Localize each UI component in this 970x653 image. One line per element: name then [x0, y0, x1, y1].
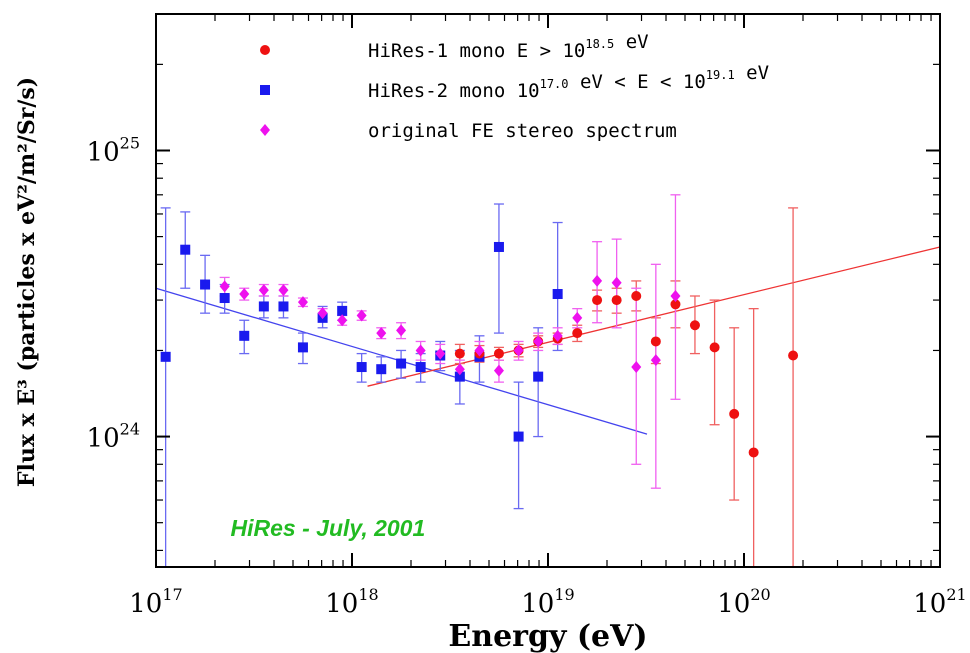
data-point-stereo: [670, 290, 681, 303]
legend-marker: [260, 45, 270, 55]
data-point-hires2: [396, 358, 407, 369]
data-point-stereo: [337, 314, 348, 327]
data-point-stereo: [533, 335, 544, 348]
x-tick-labels: 1017 1018 1019 1020 1021: [129, 585, 966, 619]
y-tick-label: 1024: [87, 420, 140, 454]
data-point-stereo: [552, 329, 563, 342]
y-tick-labels: 1024 1025: [87, 133, 140, 453]
data-point-stereo: [376, 327, 387, 340]
data-point-stereo: [219, 280, 230, 293]
data-point-hires1: [729, 408, 740, 419]
data-point-hires2: [258, 301, 269, 312]
data-point-hires1: [689, 320, 700, 331]
data-point-stereo: [356, 309, 367, 322]
data-point-hires1: [631, 291, 642, 302]
data-point-hires2: [219, 293, 230, 304]
data-point-hires2: [160, 351, 171, 362]
data-point-hires1: [650, 336, 661, 347]
legend-label: original FE stereo spectrum: [368, 120, 677, 142]
x-axis-label: Energy (eV): [448, 619, 647, 653]
data-markers: [160, 241, 799, 458]
data-point-hires2: [533, 371, 544, 382]
data-point-stereo: [396, 324, 407, 337]
data-point-hires1: [454, 348, 465, 359]
data-point-stereo: [592, 274, 603, 287]
data-point-hires2: [278, 301, 289, 312]
data-point-stereo: [493, 364, 504, 377]
data-point-stereo: [435, 347, 446, 360]
data-point-stereo: [474, 344, 485, 357]
data-point-hires1: [572, 328, 583, 339]
data-point-hires2: [239, 330, 250, 341]
legend-label: HiRes-1 mono E > 1018.5 eV: [368, 31, 649, 62]
data-point-hires1: [670, 299, 681, 310]
axes: [155, 13, 941, 568]
data-point-hires1: [611, 295, 622, 306]
x-tick-label: 1018: [325, 585, 378, 619]
data-point-hires1: [748, 447, 759, 458]
x-tick-label: 1020: [717, 585, 770, 619]
legend-marker: [260, 85, 270, 95]
data-point-hires2: [356, 362, 367, 373]
data-point-hires1: [592, 295, 603, 306]
data-point-hires1: [709, 342, 720, 353]
data-point-stereo: [297, 296, 308, 309]
data-point-stereo: [239, 288, 250, 301]
data-point-hires1: [788, 350, 799, 361]
data-point-hires1: [493, 348, 504, 359]
data-point-hires2: [513, 431, 524, 442]
data-point-stereo: [415, 344, 426, 357]
x-tick-label: 1017: [129, 585, 182, 619]
data-point-hires2: [180, 244, 191, 255]
data-point-hires2: [454, 371, 465, 382]
chart-annotation: HiRes - July, 2001: [231, 515, 426, 541]
y-axis-label: Flux x E³ (particles x eV²/m²/Sr/s): [14, 77, 40, 487]
data-point-stereo: [454, 363, 465, 376]
y-tick-label: 1025: [87, 133, 140, 167]
x-tick-label: 1019: [521, 585, 574, 619]
legend-marker: [260, 124, 270, 136]
data-point-stereo: [650, 354, 661, 367]
data-point-hires2: [552, 289, 563, 300]
data-point-stereo: [258, 284, 269, 297]
data-point-stereo: [631, 361, 642, 374]
data-point-hires2: [200, 279, 211, 290]
data-point-hires2: [415, 362, 426, 373]
data-point-stereo: [317, 307, 328, 320]
data-point-stereo: [611, 276, 622, 289]
data-point-hires2: [337, 305, 348, 316]
legend-label: HiRes-2 mono 1017.0 eV < E < 1019.1 eV: [368, 62, 769, 102]
data-point-stereo: [513, 344, 524, 357]
data-point-hires2: [376, 364, 387, 375]
data-point-stereo: [278, 284, 289, 297]
data-point-hires2: [493, 241, 504, 252]
data-point-hires2: [297, 342, 308, 353]
data-point-stereo: [572, 311, 583, 324]
x-tick-label: 1021: [913, 585, 966, 619]
